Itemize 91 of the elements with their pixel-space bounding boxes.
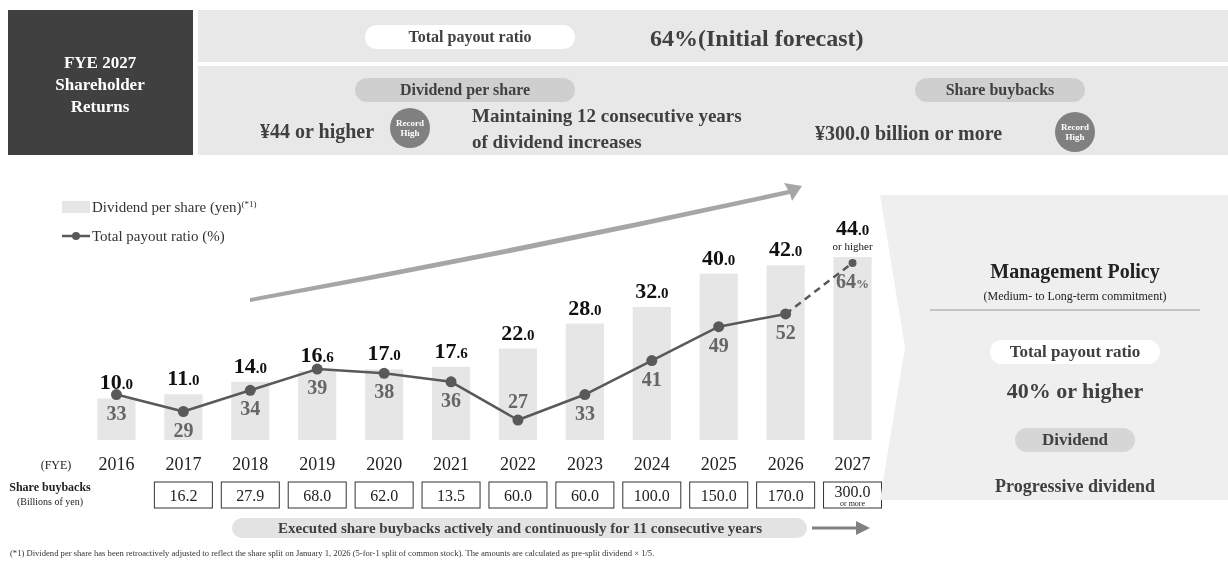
data-label: 49: [708, 333, 729, 356]
text: ¥300.0 billion or more: [815, 122, 1003, 144]
bar: [565, 323, 604, 440]
data-label: 10.0: [99, 369, 134, 395]
x-tick-label: 2016: [98, 454, 135, 474]
point: [579, 389, 591, 401]
legend-label: Dividend per share (yen)$^{(*1)}$: [92, 199, 257, 216]
text: Share buybacks: [9, 480, 92, 494]
text: (Medium- to Long-term commitment): [983, 289, 1167, 303]
text: 13.5: [437, 487, 466, 504]
point: [445, 376, 457, 388]
text: (Billions of yen): [16, 496, 84, 508]
x-tick-label: 2022: [499, 454, 536, 474]
data-label: 17.6: [434, 337, 469, 363]
text: 300.0: [834, 483, 871, 500]
text: 60.0: [503, 487, 532, 504]
point: [713, 321, 725, 333]
text: Total payout ratio: [1009, 342, 1141, 361]
data-label: 16.6: [300, 341, 335, 367]
text: Progressive dividend: [995, 476, 1155, 496]
text: Maintaining 12 consecutive years of dividend increases: [472, 105, 742, 152]
text: Executed share buybacks actively and continuously for 11 consecutive years: [277, 520, 763, 536]
point: [110, 389, 122, 401]
data-label: 22.0: [501, 319, 535, 345]
bar: [498, 348, 538, 440]
text: 64%(Initial forecast): [650, 25, 864, 51]
bar: [298, 370, 337, 440]
data-label: 11.0: [167, 365, 200, 391]
data-label: 33: [106, 401, 127, 424]
x-axis-title: (FYE): [40, 458, 72, 472]
text: Management Policy: [990, 260, 1160, 283]
data-label: 40.0: [702, 244, 736, 270]
text: Record High: [1061, 122, 1089, 142]
text: or more: [839, 499, 866, 508]
text: 170.0: [767, 487, 804, 504]
text: Total payout ratio: [408, 28, 532, 46]
bar: [431, 366, 471, 440]
text: FYE 2027 Shareholder Returns: [55, 53, 146, 116]
legend-label: Total payout ratio (%): [92, 228, 225, 245]
x-tick-label: 2019: [299, 454, 336, 474]
data-label: 36: [441, 388, 462, 411]
data-label: 28.0: [568, 294, 602, 320]
text: 100.0: [633, 487, 670, 504]
bar: [97, 398, 136, 440]
text: 68.0: [303, 487, 332, 504]
point: [244, 384, 256, 396]
text: (*1) Dividend per share has been retroactively adjusted to reflect the share split on January 1, 2026 (5-for-1 split of common stock). The amounts are calculated as pre-split dividend × 1/5.: [10, 548, 655, 558]
text: 27.9: [236, 487, 265, 504]
bar: [632, 306, 671, 440]
text: 16.2: [169, 487, 198, 504]
bar: [699, 273, 738, 440]
data-label: 44.0: [835, 215, 870, 240]
data-label: 42.0: [769, 236, 803, 262]
data-label: 41: [641, 367, 662, 390]
text: Record High: [396, 118, 424, 138]
text: ¥44 or higher: [260, 120, 375, 143]
data-label: 17.0: [367, 340, 401, 366]
data-label: 34: [240, 397, 261, 420]
point: [848, 259, 857, 267]
annotation: or higher: [832, 240, 873, 252]
x-tick-label: 2018: [232, 454, 269, 474]
text: Dividend per share: [399, 81, 531, 99]
text: 40% or higher: [1006, 378, 1144, 403]
text: 62.0: [370, 487, 399, 504]
point: [311, 363, 323, 375]
x-tick-label: 2024: [633, 454, 670, 474]
x-tick-label: 2025: [700, 454, 737, 474]
x-tick-label: 2023: [566, 454, 603, 474]
text: Dividend: [1041, 430, 1109, 449]
x-tick-label: 2026: [767, 454, 804, 474]
x-tick-label: 2027: [834, 454, 871, 474]
point: [646, 355, 658, 367]
point: [512, 414, 524, 426]
text: Share buybacks: [945, 81, 1055, 99]
data-label: 64%: [836, 270, 870, 292]
x-tick-label: 2017: [165, 454, 202, 474]
data-label: 52: [775, 320, 796, 343]
data-label: 38: [374, 380, 395, 403]
data-label: 27: [507, 390, 528, 412]
data-label: 33: [574, 401, 595, 424]
text: 150.0: [700, 487, 737, 504]
x-tick-label: 2021: [433, 454, 470, 474]
bar: [833, 257, 872, 440]
point: [378, 367, 390, 379]
data-label: 32.0: [635, 277, 669, 303]
data-label: 29: [173, 418, 194, 441]
data-label: 39: [307, 376, 328, 399]
bar: [766, 265, 805, 440]
text: 60.0: [570, 487, 599, 504]
x-tick-label: 2020: [366, 454, 403, 474]
data-label: 14.0: [233, 352, 267, 378]
